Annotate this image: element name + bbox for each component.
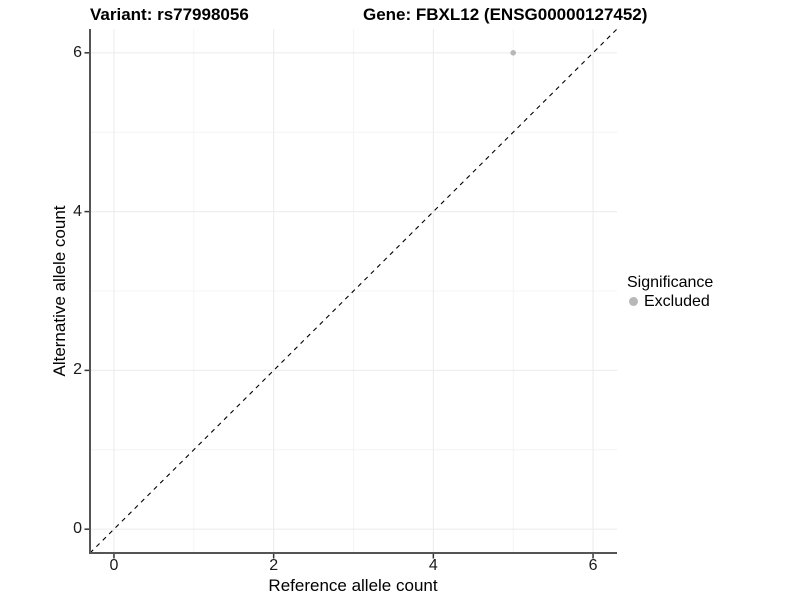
x-axis-title: Reference allele count [268,576,438,595]
plot-title-gene: Gene: FBXL12 (ENSG00000127452) [363,5,648,24]
data-point-excluded [510,50,516,56]
excluded-point-icon [629,297,638,306]
identity-line [89,28,618,554]
legend-title: Significance [627,274,714,291]
plot-title-variant: Variant: rs77998056 [90,5,249,24]
x-tick-label: 0 [109,557,119,574]
x-tick-label: 2 [269,557,279,574]
y-axis-title: Alternative allele count [50,205,69,377]
x-tick-label: 6 [588,557,598,574]
y-tick-label: 2 [73,361,82,379]
legend-item-label: Excluded [644,293,710,310]
x-tick-label: 4 [428,557,438,574]
legend: Significance Excluded [627,273,713,311]
y-tick-label: 0 [73,520,82,538]
legend-item-excluded: Excluded [627,292,713,311]
y-tick-label: 4 [73,202,82,220]
y-tick-label: 6 [73,43,82,61]
